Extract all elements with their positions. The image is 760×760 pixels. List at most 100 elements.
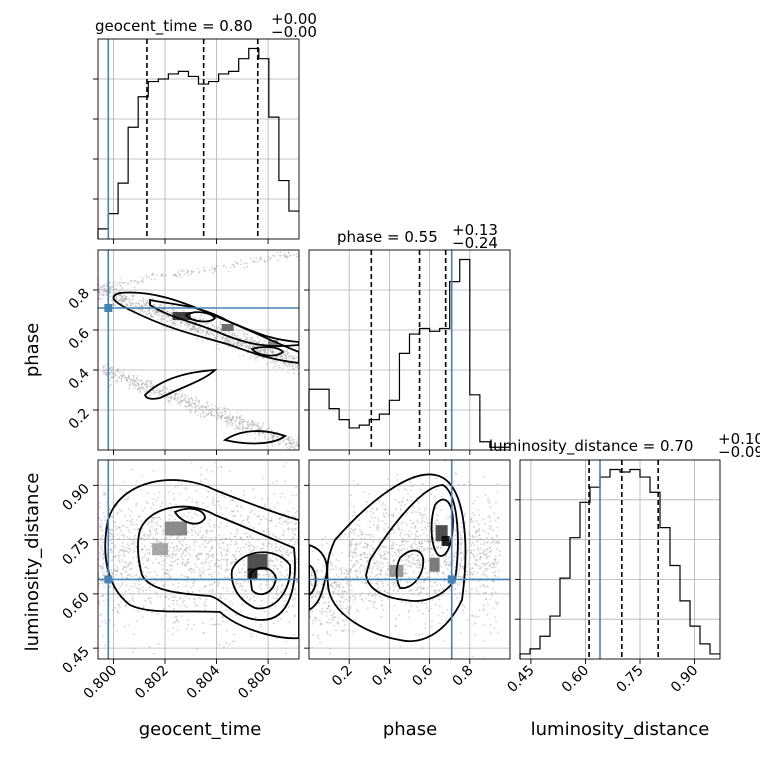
sample-point <box>165 572 168 575</box>
sample-point <box>102 541 105 544</box>
sample-point <box>493 575 496 577</box>
contour-line <box>149 298 299 348</box>
sample-point <box>183 513 186 516</box>
sample-point <box>371 540 374 543</box>
sample-point <box>370 545 373 547</box>
sample-point <box>360 598 363 601</box>
sample-point <box>393 559 396 562</box>
sample-point <box>364 556 366 559</box>
sample-point <box>329 561 332 564</box>
sample-point <box>294 587 297 590</box>
sample-point <box>348 535 351 538</box>
sample-point <box>409 561 412 564</box>
sample-point <box>453 555 456 558</box>
sample-point <box>98 600 100 603</box>
sample-point <box>311 646 314 649</box>
sample-point <box>262 543 265 546</box>
sample-point <box>348 548 351 551</box>
sample-point <box>233 421 236 423</box>
sample-point <box>139 311 141 314</box>
sample-point <box>344 533 347 536</box>
sample-point <box>236 412 239 414</box>
sample-point <box>98 294 101 297</box>
sample-point <box>124 498 127 501</box>
sample-point <box>294 366 297 369</box>
sample-point <box>386 488 388 491</box>
sample-point <box>104 289 107 292</box>
sample-point <box>156 310 159 313</box>
sample-point <box>353 529 356 532</box>
sample-point <box>402 537 404 540</box>
sample-point <box>139 588 141 590</box>
sample-point <box>270 545 273 548</box>
sample-point <box>173 321 176 324</box>
sample-point <box>286 365 289 367</box>
sample-point <box>236 427 239 430</box>
sample-point <box>272 436 275 439</box>
sample-point <box>144 304 146 307</box>
sample-point <box>209 525 211 528</box>
sample-point <box>112 520 115 523</box>
sample-point <box>215 337 217 340</box>
sample-point <box>104 619 107 622</box>
sample-point <box>434 488 437 491</box>
sample-point <box>333 581 336 584</box>
sample-point <box>255 424 257 427</box>
sample-point <box>113 569 115 572</box>
sample-point <box>243 590 246 593</box>
sample-point <box>212 333 215 336</box>
sample-point <box>471 587 473 590</box>
sample-point <box>267 438 270 440</box>
sample-point <box>177 393 180 395</box>
sample-point <box>484 494 487 496</box>
sample-point <box>121 548 124 551</box>
sample-point <box>151 516 154 519</box>
sample-point <box>247 426 250 428</box>
sample-point <box>333 610 336 613</box>
sample-point <box>219 553 222 556</box>
sample-point <box>472 502 474 505</box>
sample-point <box>312 593 314 596</box>
sample-point <box>163 313 166 316</box>
sample-point <box>276 568 279 570</box>
sample-point <box>476 589 479 592</box>
sample-point <box>219 593 222 596</box>
sample-point <box>202 562 205 565</box>
sample-point <box>199 318 201 321</box>
sample-point <box>375 525 378 528</box>
sample-point <box>109 549 112 552</box>
sample-point <box>109 373 111 376</box>
sample-point <box>256 425 259 427</box>
sample-point <box>478 534 481 537</box>
sample-point <box>417 558 420 561</box>
sample-point <box>246 265 248 268</box>
sample-point <box>197 330 200 333</box>
sample-point <box>133 379 135 382</box>
sample-point <box>213 581 216 584</box>
sample-point <box>200 552 203 555</box>
sample-point <box>129 300 131 303</box>
sample-point <box>383 551 386 553</box>
sample-point <box>285 520 288 523</box>
sample-point <box>154 391 157 394</box>
sample-point <box>287 518 290 520</box>
sample-point <box>231 339 233 341</box>
sample-point <box>154 591 157 594</box>
sample-point <box>174 392 176 395</box>
sample-point <box>350 543 353 545</box>
sample-point <box>112 599 115 602</box>
sample-point <box>130 510 133 513</box>
sample-point <box>462 557 465 560</box>
sample-point <box>286 551 288 554</box>
sample-point <box>141 474 144 477</box>
sample-point <box>221 616 224 618</box>
sample-point <box>160 393 163 396</box>
sample-point <box>296 581 299 583</box>
sample-point <box>122 282 125 285</box>
sample-point <box>215 411 218 413</box>
sample-point <box>488 525 491 528</box>
sample-point <box>176 557 179 560</box>
sample-point <box>212 415 214 417</box>
sample-point <box>112 302 114 305</box>
sample-point <box>282 439 285 441</box>
